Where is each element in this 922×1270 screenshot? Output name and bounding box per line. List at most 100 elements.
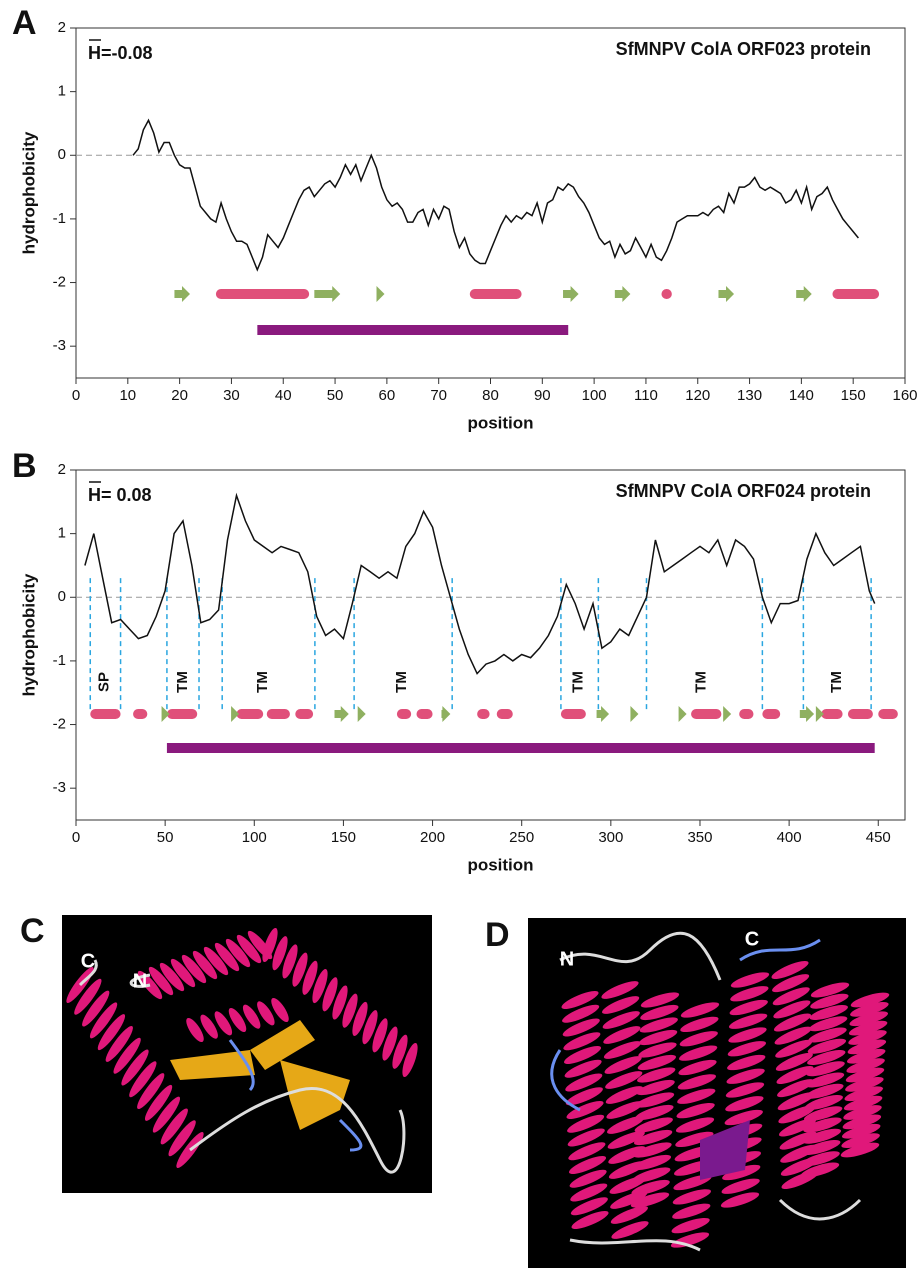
chart-title: SfMNPV ColA ORF023 protein [616,39,871,59]
strand [630,706,638,722]
segment-label: TM [570,671,587,693]
helix [267,709,290,719]
segment-label: TM [828,671,845,693]
y-axis-label: hydrophobicity [19,131,38,254]
x-tick-label: 20 [171,387,188,404]
strand [816,706,824,722]
helix [832,289,879,299]
helix [821,709,842,719]
helix [470,289,522,299]
x-tick-label: 130 [737,387,762,404]
terminus-label: N [560,948,574,970]
y-tick-label: -2 [53,716,66,733]
helix [691,709,721,719]
x-tick-label: 150 [331,829,356,846]
x-tick-label: 400 [777,829,802,846]
figure: -3-2-10120102030405060708090100110120130… [0,0,922,1270]
strand [162,706,170,722]
domain-bar [167,743,875,753]
helix [561,709,586,719]
x-tick-label: 50 [327,387,344,404]
panel-label: D [485,916,510,954]
x-tick-label: 300 [598,829,623,846]
terminus-label: N [133,970,147,992]
helix [661,289,671,299]
panel-label: B [12,447,37,485]
segment-label: TM [254,671,271,693]
helix [848,709,873,719]
x-tick-label: 350 [687,829,712,846]
y-tick-label: -1 [53,652,66,669]
x-tick-label: 110 [634,387,658,404]
helix [878,709,898,719]
y-tick-label: -2 [53,274,66,291]
x-tick-label: 100 [242,829,267,846]
x-tick-label: 70 [430,387,447,404]
y-tick-label: -1 [53,210,66,227]
segment-label: TM [393,671,410,693]
terminus-label: C [81,950,95,972]
strand [796,286,812,302]
x-tick-label: 160 [892,387,917,404]
helix [397,709,411,719]
segment-label: TM [174,671,191,693]
domain-bar [257,325,568,335]
segment-label: SP [95,672,112,692]
helix [133,709,147,719]
y-tick-label: 2 [58,19,66,36]
y-axis-label: hydrophobicity [19,573,38,696]
x-tick-label: 100 [582,387,607,404]
y-tick-label: 2 [58,461,66,478]
x-tick-label: 10 [119,387,136,404]
strand [615,286,631,302]
helix [295,709,313,719]
y-tick-label: -3 [53,337,66,354]
helix [497,709,513,719]
x-tick-label: 30 [223,387,240,404]
strand [314,286,340,302]
strand [441,706,450,722]
y-tick-label: 1 [58,525,66,542]
x-tick-label: 450 [866,829,891,846]
x-axis-label: position [467,855,533,874]
x-tick-label: 80 [482,387,499,404]
plot-frame [76,470,905,820]
helix [762,709,780,719]
x-tick-label: 0 [72,387,80,404]
strand [723,706,731,722]
x-tick-label: 90 [534,387,551,404]
strand [563,286,579,302]
strand [679,706,687,722]
strand [377,286,385,302]
strand [231,706,239,722]
helix [90,709,120,719]
helix [236,709,263,719]
helix [216,289,309,299]
y-tick-label: -3 [53,779,66,796]
terminus-label: C [745,928,759,950]
x-tick-label: 140 [789,387,814,404]
helix [167,709,197,719]
helix [417,709,433,719]
x-tick-label: 200 [420,829,445,846]
x-tick-label: 120 [685,387,710,404]
hydrophobicity-line [133,120,858,269]
x-tick-label: 250 [509,829,534,846]
y-tick-label: 0 [58,146,66,163]
strand [174,286,190,302]
x-tick-label: 50 [157,829,174,846]
y-tick-label: 1 [58,83,66,100]
x-tick-label: 40 [275,387,292,404]
helix [739,709,753,719]
panel-label: A [12,4,37,42]
strand [800,706,814,722]
x-axis-label: position [467,413,533,432]
x-tick-label: 60 [379,387,396,404]
strand [718,286,734,302]
hydrophobicity-line [85,496,875,674]
mean-hydrophobicity: H= 0.08 [88,485,152,505]
segment-label: TM [693,671,710,693]
strand [358,706,366,722]
y-tick-label: 0 [58,588,66,605]
x-tick-label: 150 [841,387,866,404]
